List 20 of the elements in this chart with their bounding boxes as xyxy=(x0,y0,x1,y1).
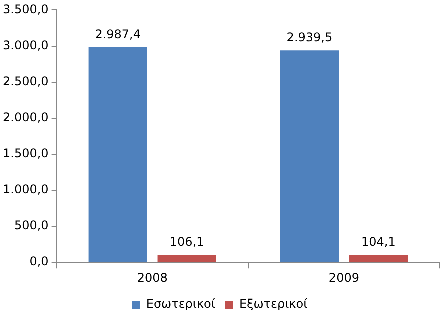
x-tick-label: 2008 xyxy=(137,270,168,285)
y-tick-label: 0,0 xyxy=(30,254,49,269)
y-tick-label: 2.000,0 xyxy=(2,110,49,124)
y-tick-label: 2.500,0 xyxy=(2,74,49,88)
legend-label: Εξωτερικοί xyxy=(239,297,308,312)
data-label: 104,1 xyxy=(362,235,396,250)
y-tick-label: 1.500,0 xyxy=(2,146,49,161)
data-label: 106,1 xyxy=(170,235,204,250)
bar xyxy=(158,254,216,262)
data-label: 2.939,5 xyxy=(286,30,333,45)
y-tick-label: 3.500,0 xyxy=(2,2,49,16)
bar xyxy=(280,50,340,262)
x-tick-label: 2009 xyxy=(328,270,360,285)
bar xyxy=(88,47,148,262)
y-tick-label: 3.000,0 xyxy=(2,38,49,52)
data-label: 2.987,4 xyxy=(95,27,142,42)
y-tick-label: 500,0 xyxy=(14,218,49,233)
y-tick-label: 1.000,0 xyxy=(2,182,49,197)
legend-label: Εσωτερικοί xyxy=(146,297,216,312)
bar xyxy=(349,255,408,262)
